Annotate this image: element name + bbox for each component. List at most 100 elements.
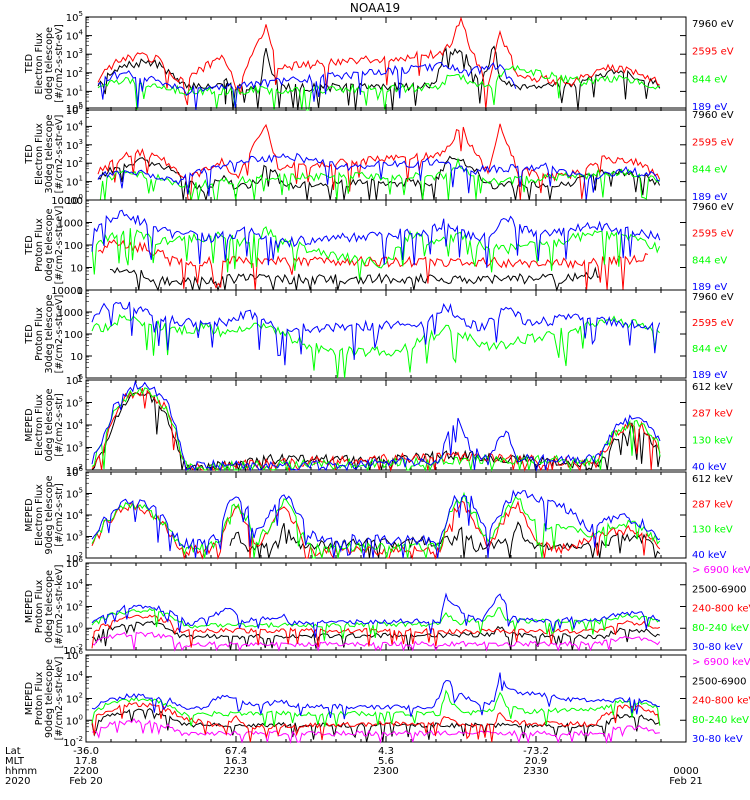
y-tick-base: 10: [66, 673, 79, 684]
y-axis-label: [#/cm2-s-str-eV]: [54, 295, 65, 374]
y-tick-base: 10: [66, 695, 79, 706]
y-tick-label: 1: [77, 374, 83, 385]
y-axis-label: Electron Flux: [34, 123, 45, 185]
series-line: [91, 313, 660, 379]
y-tick-base: 10: [66, 141, 79, 152]
y-tick-base: 10: [66, 468, 79, 479]
y-tick-label: 104: [66, 578, 84, 592]
y-tick-exponent: 0: [79, 713, 83, 721]
y-tick-base: 10: [66, 399, 79, 410]
y-tick-base: 10: [66, 624, 79, 635]
y-tick-label: 103: [66, 47, 83, 61]
y-tick-exponent: -2: [76, 735, 83, 743]
footer-row-label: MLT: [5, 756, 25, 767]
y-tick-exponent: 4: [79, 418, 84, 426]
y-tick-label: 106: [66, 648, 84, 662]
y-tick-base: 10: [66, 421, 79, 432]
y-tick-label: 106: [66, 373, 84, 387]
legend-entry: 844 eV: [692, 165, 727, 176]
legend-entry: 30-80 keV: [692, 734, 743, 745]
panel-frame: [85, 654, 687, 743]
legend-entry: 287 keV: [692, 499, 733, 510]
y-tick-label: 100: [66, 621, 83, 635]
series-line: [91, 717, 660, 744]
y-tick-exponent: 5: [79, 10, 83, 18]
y-tick-base: 10: [66, 104, 79, 115]
legend-entry: 240-800 keV: [692, 604, 750, 615]
legend-entry: 2595 eV: [692, 318, 734, 329]
legend-entry: 189 eV: [692, 192, 727, 203]
y-tick-base: 1: [77, 374, 83, 385]
y-axis-label: [#/cm2-s-str-keV]: [54, 657, 65, 741]
legend-entry: > 6900 keV: [692, 565, 750, 576]
y-tick-label: 101: [66, 84, 83, 98]
legend-entry: 7960 eV: [692, 202, 734, 213]
y-tick-label: 10: [70, 352, 83, 363]
y-tick-exponent: 4: [79, 578, 84, 586]
legend-entry: 844 eV: [692, 344, 727, 355]
y-tick-label: 100: [66, 713, 83, 727]
y-tick-exponent: 5: [79, 487, 83, 495]
legend-entry: 80-240 keV: [692, 715, 749, 726]
footer-value: 0000: [673, 766, 698, 777]
y-axis-label: [#/cm2-s-str-eV]: [54, 115, 65, 194]
y-tick-base: 10: [70, 352, 83, 363]
y-tick-label: 102: [66, 600, 83, 614]
y-tick-exponent: 6: [79, 373, 84, 381]
y-tick-base: 10: [66, 50, 79, 61]
y-tick-exponent: 3: [79, 47, 83, 55]
footer-row-label: Lat: [5, 746, 21, 757]
y-tick-exponent: -2: [76, 643, 83, 651]
y-tick-base: 10: [66, 32, 79, 43]
y-axis-label: 0deg telescope: [44, 570, 55, 643]
footer-row-label: hhmm: [5, 766, 37, 777]
y-tick-exponent: 2: [79, 463, 83, 471]
y-tick-base: 10: [66, 13, 79, 24]
footer-value: -36.0: [73, 746, 99, 757]
y-tick-label: 100: [66, 103, 83, 117]
y-tick-exponent: 2: [79, 551, 83, 559]
y-axis-label: [#/cm2-s-str-eV]: [54, 24, 65, 103]
y-tick-label: 105: [66, 101, 83, 115]
y-tick-base: 10: [66, 651, 79, 662]
y-tick-exponent: 3: [79, 441, 83, 449]
legend-entry: 2500-6900: [692, 676, 747, 687]
y-axis-label: 0deg telescope: [44, 27, 55, 100]
y-tick-base: 10: [66, 178, 79, 189]
y-axis-label: MEPED: [24, 682, 35, 715]
y-tick-base: 10: [66, 603, 79, 614]
y-tick-base: 10: [66, 490, 79, 501]
footer-value: 2330: [523, 766, 548, 777]
y-axis-label: 0deg telescope: [44, 208, 55, 281]
y-tick-base: 100: [64, 241, 83, 252]
legend-entry: 130 keV: [692, 435, 733, 446]
series-line: [91, 226, 661, 280]
y-tick-exponent: 4: [79, 119, 84, 127]
series-line: [91, 614, 660, 649]
legend-entry: 189 eV: [692, 102, 727, 113]
series-line: [97, 16, 660, 110]
series-line: [91, 301, 661, 366]
footer-value: 2200: [73, 766, 98, 777]
y-tick-exponent: 6: [79, 556, 84, 564]
y-tick-exponent: 5: [79, 396, 83, 404]
y-tick-exponent: 2: [79, 66, 83, 74]
y-tick-label: 104: [66, 29, 84, 43]
y-tick-base: 10000: [51, 196, 83, 207]
y-axis-label: MEPED: [24, 498, 35, 531]
series-line: [109, 266, 600, 292]
legend-entry: 612 keV: [692, 382, 733, 393]
y-tick-exponent: 0: [79, 621, 83, 629]
legend-entry: 240-800 keV: [692, 696, 750, 707]
y-axis-label: Electron Flux: [34, 32, 45, 94]
y-tick-label: 102: [66, 463, 83, 477]
legend-entry: 287 keV: [692, 409, 733, 420]
